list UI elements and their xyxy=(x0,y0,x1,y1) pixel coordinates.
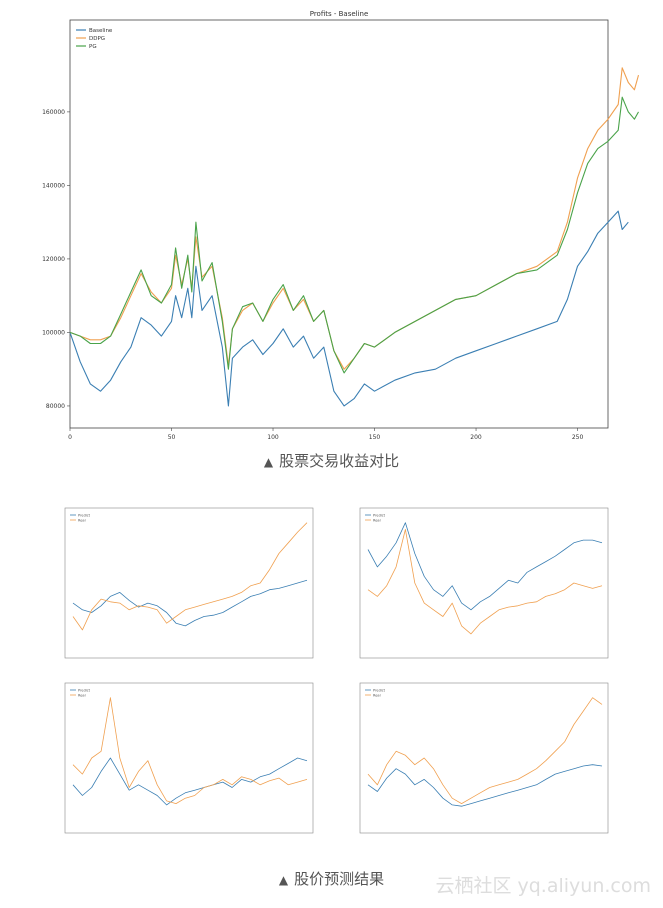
legend-label: Baseline xyxy=(89,28,113,34)
y-tick-label: 140000 xyxy=(42,182,65,189)
legend-label: Predict xyxy=(78,689,91,693)
small-plot-frame xyxy=(359,507,609,659)
watermark: 云栖社区 yq.aliyun.com xyxy=(435,875,651,897)
profits-chart: Profits - Baseline 0 50 100 150 200 250 80000 10… xyxy=(42,10,640,440)
series-line-predict xyxy=(72,757,308,806)
y-tick-label: 120000 xyxy=(42,256,65,263)
chart-title: Profits - Baseline xyxy=(310,10,369,18)
series-line-real xyxy=(367,697,603,804)
legend-label: PG xyxy=(89,44,97,50)
series-line-real xyxy=(367,529,603,635)
x-tick-label: 200 xyxy=(470,434,482,440)
legend-label: Predict xyxy=(373,689,386,693)
legend-label: Predict xyxy=(373,514,386,518)
caption-text: 股票交易收益对比 xyxy=(279,452,400,470)
caption-text: 股价预测结果 xyxy=(294,870,385,888)
y-tick-label: 160000 xyxy=(42,109,65,116)
y-tick-label: 100000 xyxy=(42,329,65,336)
legend-label: DDPG xyxy=(89,36,105,42)
caption-prediction-result: ▲ 股价预测结果 xyxy=(0,868,663,889)
small-plot-frame xyxy=(359,682,609,834)
triangle-icon: ▲ xyxy=(263,455,274,469)
prediction-charts: PredictRealPredictRealPredictRealPredict… xyxy=(64,507,609,834)
triangle-icon: ▲ xyxy=(278,873,289,887)
small-plot-frame xyxy=(64,507,314,659)
plot-frame xyxy=(69,19,609,429)
series-line-predict xyxy=(367,764,603,807)
legend-label: Real xyxy=(373,694,381,698)
x-tick-label: 150 xyxy=(369,434,381,440)
series-line-predict xyxy=(367,522,603,611)
x-tick-label: 0 xyxy=(68,434,72,440)
series-line-predict xyxy=(72,579,308,627)
legend-label: Predict xyxy=(78,514,91,518)
small-plot-frame xyxy=(64,682,314,834)
series-line-baseline xyxy=(69,210,629,407)
legend-label: Real xyxy=(78,694,86,698)
series-line-real xyxy=(72,697,308,804)
legend-label: Real xyxy=(373,519,381,523)
series-line-ddpg xyxy=(69,67,640,370)
x-tick-label: 50 xyxy=(168,434,176,440)
caption-profit-comparison: ▲ 股票交易收益对比 xyxy=(0,450,663,471)
x-tick-label: 100 xyxy=(267,434,279,440)
series-line-pg xyxy=(69,96,639,374)
y-tick-label: 80000 xyxy=(46,403,65,410)
series-line-real xyxy=(72,522,308,631)
x-tick-label: 250 xyxy=(572,434,584,440)
legend-label: Real xyxy=(78,519,86,523)
